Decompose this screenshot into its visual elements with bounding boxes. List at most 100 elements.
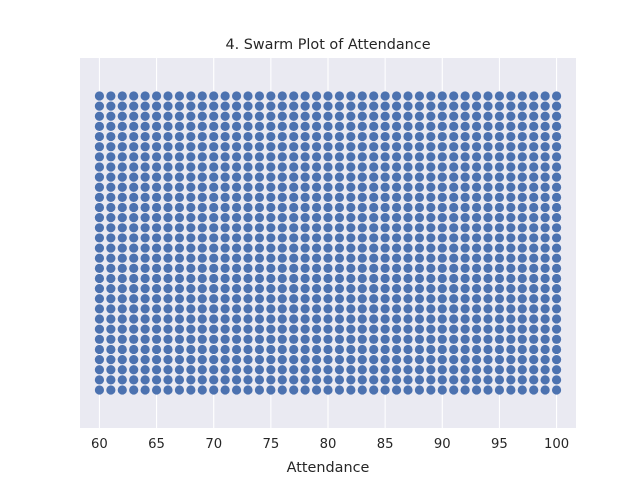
point-70-21 [209,304,219,314]
point-97-1 [517,101,527,111]
point-97-16 [517,253,527,263]
point-65-5 [151,142,162,152]
point-100-29 [551,385,562,395]
point-80-3 [323,121,333,132]
point-94-15 [483,243,493,253]
point-77-15 [289,243,299,253]
point-98-28 [529,375,539,385]
point-86-1 [391,101,402,111]
point-84-20 [369,294,379,304]
point-70-4 [209,131,219,142]
point-87-22 [403,314,413,324]
point-78-16 [300,253,310,263]
point-77-12 [289,213,299,223]
point-92-4 [460,131,470,142]
point-76-23 [277,324,287,334]
point-74-17 [254,263,265,273]
point-82-14 [346,233,356,243]
point-83-3 [357,121,367,132]
point-86-4 [391,131,402,142]
point-90-16 [437,253,447,263]
point-87-23 [403,324,413,334]
point-85-18 [380,273,390,284]
point-90-13 [437,223,447,233]
point-74-16 [254,253,265,263]
point-97-5 [517,142,527,152]
point-60-0 [94,91,105,101]
point-73-17 [243,263,253,273]
point-77-18 [289,273,299,284]
point-74-18 [254,273,265,284]
point-69-27 [197,365,207,375]
point-94-1 [483,101,493,111]
point-84-13 [369,223,379,233]
point-84-19 [369,284,379,294]
point-80-8 [323,172,333,182]
point-96-10 [506,192,516,202]
point-79-4 [311,131,322,142]
point-90-12 [437,213,447,223]
point-81-20 [334,294,345,304]
point-67-7 [174,162,185,172]
point-71-19 [220,284,230,294]
point-64-19 [140,284,150,294]
point-68-5 [186,142,196,152]
point-93-17 [471,263,482,273]
point-94-20 [483,294,493,304]
point-75-16 [266,253,276,263]
point-99-3 [540,121,550,132]
point-67-16 [174,253,185,263]
point-65-3 [151,121,162,132]
point-88-13 [414,223,425,233]
point-90-21 [437,304,447,314]
point-70-18 [209,273,219,284]
point-67-3 [174,121,185,132]
point-89-19 [426,284,436,294]
point-82-27 [346,365,356,375]
point-89-13 [426,223,436,233]
point-99-12 [540,213,550,223]
point-98-27 [529,365,539,375]
point-81-8 [334,172,345,182]
point-96-14 [506,233,516,243]
point-67-11 [174,202,185,213]
point-72-13 [231,223,242,233]
point-61-16 [106,253,116,263]
point-97-17 [517,263,527,273]
point-63-23 [129,324,139,334]
point-98-23 [529,324,539,334]
point-64-9 [140,182,150,192]
point-82-17 [346,263,356,273]
point-90-29 [437,385,447,395]
point-63-9 [129,182,139,192]
point-100-17 [551,263,562,273]
point-70-11 [209,202,219,213]
point-99-5 [540,142,550,152]
point-92-11 [460,202,470,213]
point-77-22 [289,314,299,324]
point-83-5 [357,142,367,152]
point-95-5 [494,142,505,152]
point-79-16 [311,253,322,263]
point-97-27 [517,365,527,375]
point-83-22 [357,314,367,324]
point-63-25 [129,344,139,355]
point-95-6 [494,152,505,162]
point-64-24 [140,334,150,344]
point-88-22 [414,314,425,324]
point-83-6 [357,152,367,162]
point-74-2 [254,111,265,121]
point-68-14 [186,233,196,243]
point-86-10 [391,192,402,202]
point-68-9 [186,182,196,192]
point-68-11 [186,202,196,213]
point-76-25 [277,344,287,355]
point-78-25 [300,344,310,355]
point-69-5 [197,142,207,152]
point-80-21 [323,304,333,314]
point-98-16 [529,253,539,263]
point-87-18 [403,273,413,284]
point-90-5 [437,142,447,152]
point-62-7 [117,162,127,172]
